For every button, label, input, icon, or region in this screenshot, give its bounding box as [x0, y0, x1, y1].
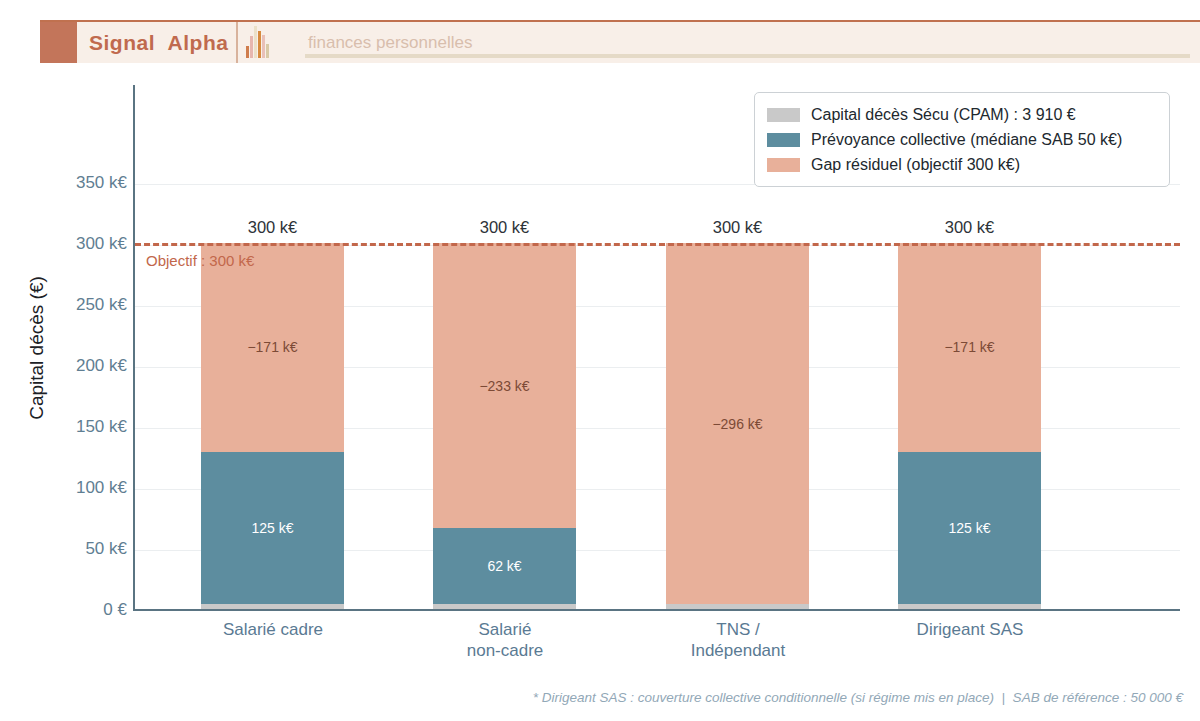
x-tick-tns-independant: TNS / Indépendant: [628, 619, 848, 661]
brand-title: Signal Alpha: [89, 31, 228, 55]
x-tick-line: Dirigeant SAS: [860, 619, 1080, 640]
y-axis-title: Capital décès (€): [26, 276, 48, 420]
y-tick-0: 0 €: [7, 600, 127, 620]
gap-value-label: −171 k€: [898, 339, 1041, 355]
segment-capital-deces-secu: [433, 604, 576, 609]
bar-salarie-non-cadre: −233 k€ 62 k€: [433, 243, 576, 609]
segment-prevoyance: 62 k€: [433, 528, 576, 604]
x-tick-line: Salarié: [395, 619, 615, 640]
x-tick-dirigeant-sas: Dirigeant SAS: [860, 619, 1080, 640]
legend-swatch-gray: [767, 108, 800, 122]
x-tick-salarie-non-cadre: Salarié non-cadre: [395, 619, 615, 661]
y-tick-250: 250 k€: [7, 295, 127, 315]
legend-swatch-teal: [767, 133, 800, 147]
y-tick-200: 200 k€: [7, 356, 127, 376]
nav-underline: [305, 54, 1190, 58]
gap-value-label: −233 k€: [433, 378, 576, 394]
y-tick-100: 100 k€: [7, 478, 127, 498]
app-header: Signal Alpha finances personnelles: [40, 20, 1200, 63]
segment-capital-deces-secu: [666, 604, 809, 609]
y-tick-300: 300 k€: [7, 234, 127, 254]
legend-item-prevoyance-collective: Prévoyance collective (médiane SAB 50 k€…: [767, 127, 1157, 152]
bar-total-label: 300 k€: [433, 218, 576, 237]
segment-prevoyance: 125 k€: [898, 452, 1041, 605]
prevoyance-value-label: 125 k€: [898, 520, 1041, 536]
legend-swatch-salmon: [767, 158, 800, 172]
objective-label: Objectif : 300 k€: [146, 252, 254, 269]
bar-total-label: 300 k€: [201, 218, 344, 237]
legend: Capital décès Sécu (CPAM) : 3 910 € Prév…: [754, 92, 1170, 187]
legend-label: Capital décès Sécu (CPAM) : 3 910 €: [811, 106, 1076, 124]
bar-salarie-cadre: −171 k€ 125 k€: [201, 243, 344, 609]
bar-total-label: 300 k€: [666, 218, 809, 237]
x-tick-line: non-cadre: [395, 640, 615, 661]
legend-item-capital-deces-secu: Capital décès Sécu (CPAM) : 3 910 €: [767, 102, 1157, 127]
bar-dirigeant-sas: −171 k€ 125 k€: [898, 243, 1041, 609]
x-tick-line: Salarié cadre: [163, 619, 383, 640]
bar-tns-independant: −296 k€: [666, 243, 809, 609]
nav-item-finances-personnelles[interactable]: finances personnelles: [308, 33, 472, 53]
x-tick-salarie-cadre: Salarié cadre: [163, 619, 383, 640]
header-divider: [236, 22, 238, 63]
segment-gap-residuel: −233 k€: [433, 243, 576, 528]
segment-prevoyance: 125 k€: [201, 452, 344, 605]
x-tick-line: TNS /: [628, 619, 848, 640]
segment-gap-residuel: −171 k€: [898, 243, 1041, 452]
x-tick-line: Indépendant: [628, 640, 848, 661]
gap-value-label: −171 k€: [201, 339, 344, 355]
segment-capital-deces-secu: [898, 604, 1041, 609]
legend-label: Prévoyance collective (médiane SAB 50 k€…: [811, 131, 1122, 149]
brand-square-logo: [40, 22, 77, 63]
y-tick-350: 350 k€: [7, 173, 127, 193]
prevoyance-value-label: 125 k€: [201, 520, 344, 536]
segment-gap-residuel: −296 k€: [666, 243, 809, 604]
legend-label: Gap résiduel (objectif 300 k€): [811, 156, 1020, 174]
prevoyance-value-label: 62 k€: [433, 558, 576, 574]
bar-total-label: 300 k€: [898, 218, 1041, 237]
legend-item-gap-residuel: Gap résiduel (objectif 300 k€): [767, 152, 1157, 177]
y-tick-50: 50 k€: [7, 539, 127, 559]
page: Signal Alpha finances personnelles 350 k…: [0, 0, 1200, 721]
footer-note: * Dirigeant SAS : couverture collective …: [533, 690, 1183, 705]
objective-dashed-line: [135, 243, 1180, 246]
segment-capital-deces-secu: [201, 604, 344, 609]
y-tick-150: 150 k€: [7, 417, 127, 437]
bar-chart-icon: [246, 24, 272, 58]
gap-value-label: −296 k€: [666, 416, 809, 432]
segment-gap-residuel: −171 k€: [201, 243, 344, 452]
